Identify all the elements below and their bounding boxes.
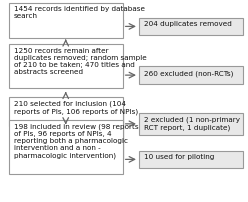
Text: 2 excluded (1 non-primary
RCT report, 1 duplicate): 2 excluded (1 non-primary RCT report, 1 … <box>144 116 240 130</box>
FancyBboxPatch shape <box>139 151 243 168</box>
Text: 210 selected for inclusion (104
reports of PIs, 106 reports of NPIs): 210 selected for inclusion (104 reports … <box>14 100 138 114</box>
FancyBboxPatch shape <box>9 3 123 39</box>
FancyBboxPatch shape <box>9 121 123 174</box>
FancyBboxPatch shape <box>9 45 123 88</box>
FancyBboxPatch shape <box>139 67 243 84</box>
FancyBboxPatch shape <box>139 19 243 36</box>
Text: 260 excluded (non-RCTs): 260 excluded (non-RCTs) <box>144 70 233 76</box>
Text: 204 duplicates removed: 204 duplicates removed <box>144 21 232 27</box>
Text: 198 included in review (98 reports
of PIs, 96 reports of NPIs, 4
reporting both : 198 included in review (98 reports of PI… <box>14 123 138 158</box>
Text: 10 used for piloting: 10 used for piloting <box>144 154 214 160</box>
FancyBboxPatch shape <box>9 98 123 127</box>
Text: 1250 records remain after
duplicates removed; random sample
of 210 to be taken; : 1250 records remain after duplicates rem… <box>14 48 146 75</box>
FancyBboxPatch shape <box>139 114 243 135</box>
Text: 1454 records identified by database
search: 1454 records identified by database sear… <box>14 6 145 19</box>
